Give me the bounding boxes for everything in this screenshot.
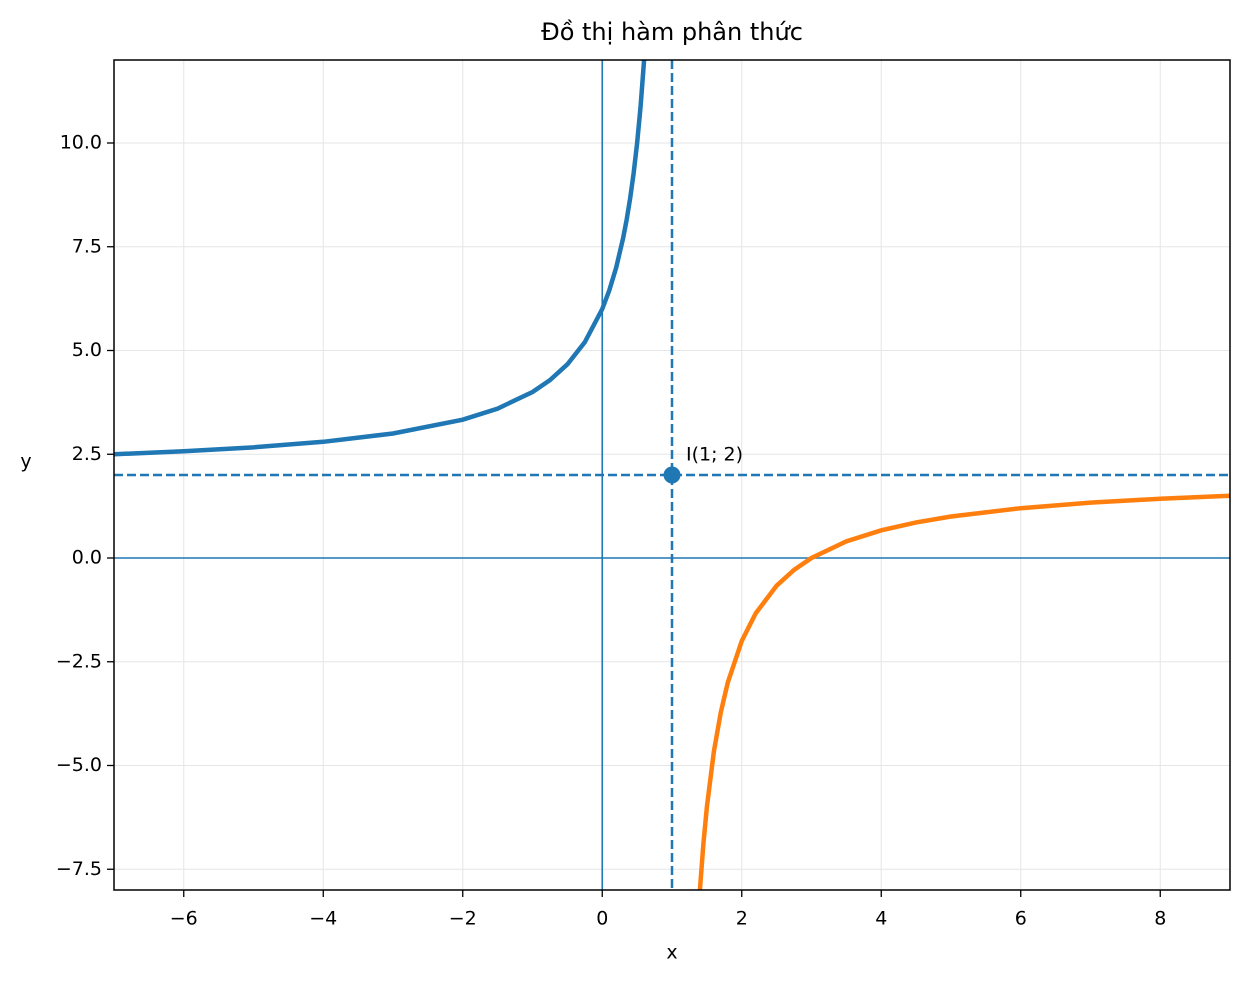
point-label: I(1; 2) — [686, 444, 743, 466]
chart-title: Đồ thị hàm phân thức — [541, 18, 803, 46]
curve-branch — [697, 493, 1230, 890]
x-tick-label: 4 — [875, 908, 887, 930]
x-tick-label: −6 — [170, 908, 198, 930]
y-tick-label: −7.5 — [56, 858, 102, 880]
plot-frame — [113, 59, 1231, 891]
plot-area — [114, 60, 1230, 890]
x-tick-label: −2 — [449, 908, 477, 930]
y-tick-label: −5.0 — [56, 754, 102, 776]
x-tick-label: 8 — [1154, 908, 1166, 930]
x-tick-label: −4 — [309, 908, 337, 930]
y-tick-label: −2.5 — [56, 650, 102, 672]
y-tick-label: 7.5 — [72, 235, 102, 257]
x-tick-label: 0 — [596, 908, 608, 930]
y-tick-label: 2.5 — [72, 443, 102, 465]
curve-branch — [114, 60, 647, 457]
y-tick-label: 10.0 — [60, 132, 102, 154]
y-tick-label: 5.0 — [72, 339, 102, 361]
x-tick-label: 2 — [736, 908, 748, 930]
y-axis-label: y — [20, 451, 31, 473]
y-tick-label: 0.0 — [72, 547, 102, 569]
x-tick-label: 6 — [1015, 908, 1027, 930]
center-point — [663, 466, 681, 484]
x-axis-label: x — [666, 942, 677, 964]
